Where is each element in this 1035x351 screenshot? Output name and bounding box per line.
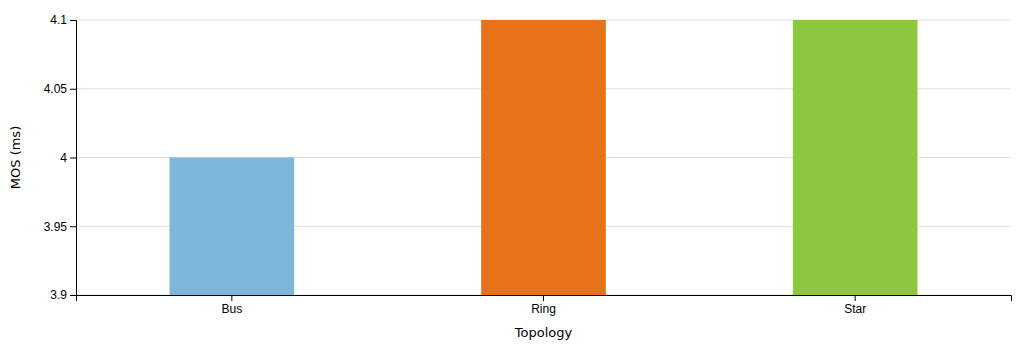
- chart: Bus Ring Star 3.9 3.95 4 4.05 4.1 Topology MOS (m…: [0, 0, 1035, 351]
- x-axis-title: Topology: [514, 325, 573, 340]
- tick: 3.95: [44, 220, 76, 234]
- tick-label: 4.1: [50, 13, 67, 27]
- y-axis: 3.9 3.95 4 4.05 4.1: [44, 13, 77, 302]
- bars: [170, 20, 918, 295]
- tick: 4: [60, 151, 76, 165]
- tick-label: Ring: [531, 302, 556, 316]
- tick-mark: [855, 295, 856, 301]
- tick-label: Star: [844, 302, 866, 316]
- bar: [793, 20, 918, 295]
- tick: Bus: [221, 295, 242, 316]
- grid: [76, 20, 1011, 295]
- tick: 4.1: [50, 13, 76, 27]
- tick: Ring: [531, 295, 556, 316]
- tick-mark: [70, 158, 76, 159]
- plot: Bus Ring Star 3.9 3.95 4 4.05 4.1 Topology MOS (m…: [8, 13, 1012, 340]
- tick-mark: [231, 295, 232, 301]
- bar: [481, 20, 606, 295]
- tick-mark: [70, 89, 76, 90]
- tick-label: 4.05: [44, 82, 68, 96]
- y-axis-title: MOS (ms): [8, 126, 23, 189]
- axis-line: [70, 21, 77, 296]
- tick-label: 4: [60, 151, 67, 165]
- axis-line: [77, 296, 1012, 302]
- bar: [170, 158, 295, 296]
- tick: 4.05: [44, 82, 76, 96]
- tick: 3.9: [50, 288, 76, 302]
- x-axis: Bus Ring Star: [77, 295, 1012, 316]
- tick-label: 3.95: [44, 220, 68, 234]
- tick: Star: [844, 295, 866, 316]
- tick-mark: [543, 295, 544, 301]
- tick-label: Bus: [221, 302, 242, 316]
- tick-mark: [70, 295, 76, 296]
- tick-mark: [70, 226, 76, 227]
- tick-label: 3.9: [50, 288, 67, 302]
- tick-mark: [70, 20, 76, 21]
